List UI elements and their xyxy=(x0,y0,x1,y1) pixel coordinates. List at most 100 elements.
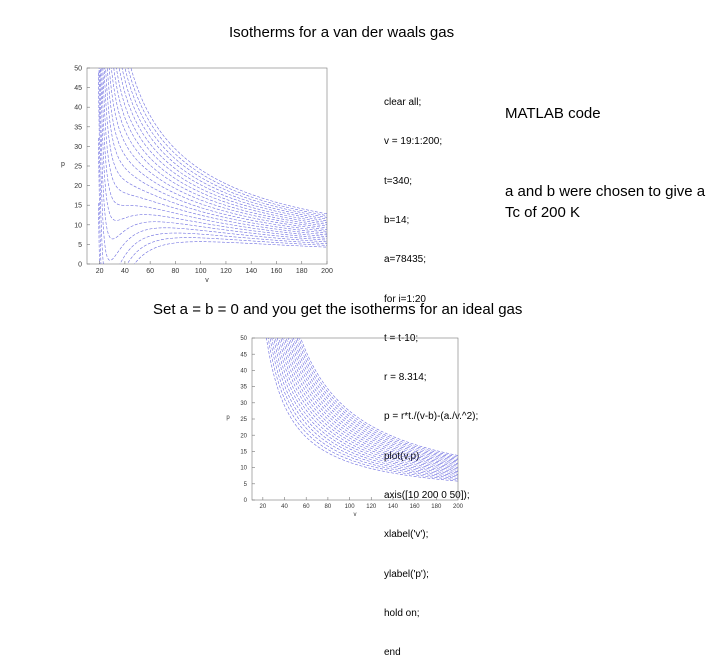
x-tick-label: 40 xyxy=(281,504,288,510)
x-tick-label: 100 xyxy=(195,268,207,275)
matlab-code-label: MATLAB code xyxy=(505,105,601,122)
y-tick-label: 0 xyxy=(78,261,82,268)
y-tick-label: 45 xyxy=(240,352,247,358)
isotherm-line xyxy=(121,68,327,220)
isotherm-line xyxy=(118,68,327,222)
isotherm-line xyxy=(291,338,458,463)
isotherm-line xyxy=(296,338,458,459)
y-tick-label: 50 xyxy=(74,65,82,72)
isotherm-line xyxy=(108,68,327,229)
code-line: v = 19:1:200; xyxy=(384,136,443,148)
vdw-isotherms-chart: 20 40 60 80 100 120 140 160 180 200 0 5 10 15 20 25 30 35… xyxy=(61,65,333,284)
x-tick-label: 140 xyxy=(388,504,399,510)
tc-note: a and b were chosen to give a Tc of 200 … xyxy=(505,183,706,221)
code-line: clear all; xyxy=(384,97,422,109)
y-tick-label: 35 xyxy=(240,385,247,391)
isotherm-group xyxy=(98,68,327,264)
isotherm-line xyxy=(106,68,327,230)
code-line: hold on; xyxy=(384,607,420,619)
code-line: ylabel('p'); xyxy=(384,568,429,580)
x-tick-label: 60 xyxy=(146,268,154,275)
x-tick-label: 160 xyxy=(410,504,421,510)
page-title: Isotherms for a van der waals gas xyxy=(229,24,455,41)
y-tick-label: 5 xyxy=(78,242,82,249)
x-tick-label: 200 xyxy=(321,268,333,275)
isotherm-line xyxy=(101,68,327,237)
x-tick-label: 160 xyxy=(271,268,283,275)
x-tick-label: 120 xyxy=(366,504,377,510)
isotherm-line xyxy=(267,338,458,481)
y-tick-label: 0 xyxy=(244,498,248,504)
isotherm-line xyxy=(289,338,458,464)
isotherm-group xyxy=(266,338,458,482)
y-tick-label: 10 xyxy=(240,466,247,472)
code-line: b=14; xyxy=(384,215,410,227)
x-tick-label: 120 xyxy=(220,268,232,275)
isotherm-line xyxy=(284,338,458,468)
isotherm-line xyxy=(105,68,327,232)
y-tick-label: 15 xyxy=(240,450,247,456)
y-axis-label: p xyxy=(61,161,65,168)
isotherm-line xyxy=(287,338,458,466)
x-axis-label: v xyxy=(205,277,209,284)
isotherm-line xyxy=(294,338,458,460)
isotherm-line xyxy=(99,68,327,241)
code-line: t=340; xyxy=(384,175,413,187)
code-line: t = t-10; xyxy=(384,332,419,344)
y-tick-label: 40 xyxy=(240,369,247,375)
isotherm-line xyxy=(300,338,458,456)
code-line: axis([10 200 0 50]); xyxy=(384,490,470,501)
code-line: end xyxy=(384,647,401,659)
y-tick-label: 30 xyxy=(74,144,82,151)
x-tick-label: 180 xyxy=(296,268,308,275)
code-line: a=78435; xyxy=(384,254,426,266)
code-line: for i=1:20 xyxy=(384,293,426,305)
isotherm-line xyxy=(266,338,458,482)
isotherm-line xyxy=(278,338,458,473)
code-line: p = r*t./(v-b)-(a./v.^2); xyxy=(384,411,479,423)
x-tick-label: 100 xyxy=(345,504,356,510)
y-tick-label: 45 xyxy=(74,85,82,92)
x-tick-label: 20 xyxy=(259,504,266,510)
isotherm-line xyxy=(280,338,458,471)
isotherm-line xyxy=(111,68,327,227)
isotherm-line xyxy=(273,338,458,477)
isotherm-line xyxy=(275,338,458,475)
y-tick-label: 50 xyxy=(240,336,247,342)
x-tick-label: 20 xyxy=(96,268,104,275)
x-axis-label: v xyxy=(354,512,357,518)
code-line: xlabel('v'); xyxy=(384,529,429,541)
isotherm-line xyxy=(282,338,458,470)
plot-frame xyxy=(251,337,459,501)
x-tick-label: 80 xyxy=(325,504,332,510)
ideal-gas-note: Set a = b = 0 and you get the isotherms … xyxy=(153,301,523,318)
code-line: r = 8.314; xyxy=(384,372,427,384)
isotherm-line xyxy=(271,338,458,478)
y-axis-label: p xyxy=(226,415,230,421)
code-line: plot(v,p) xyxy=(384,450,420,462)
isotherm-line xyxy=(102,68,327,236)
y-tick-label: 25 xyxy=(74,163,82,170)
isotherm-line xyxy=(293,338,458,462)
isotherm-line xyxy=(100,68,327,239)
y-tick-label: 15 xyxy=(74,203,82,210)
x-tick-label: 60 xyxy=(303,504,310,510)
ideal-gas-isotherms-chart: 20 40 60 80 100 120 140 160 180 200 0 5 10 15 20 25 30 35… xyxy=(226,336,464,518)
isotherm-line xyxy=(98,68,327,261)
isotherm-line xyxy=(298,338,458,458)
y-tick-label: 20 xyxy=(74,183,82,190)
y-tick-label: 10 xyxy=(74,222,82,229)
y-tick-label: 25 xyxy=(240,417,247,423)
y-tick-label: 30 xyxy=(240,401,247,407)
isotherm-line xyxy=(269,338,458,479)
isotherm-line xyxy=(285,338,458,467)
x-tick-label: 200 xyxy=(453,504,464,510)
isotherm-line xyxy=(276,338,458,474)
x-tick-label: 180 xyxy=(431,504,442,510)
isotherm-line xyxy=(103,68,327,234)
x-tick-label: 40 xyxy=(121,268,129,275)
x-tick-label: 140 xyxy=(245,268,257,275)
y-tick-label: 35 xyxy=(74,124,82,131)
isotherm-line xyxy=(98,203,327,264)
y-tick-label: 20 xyxy=(240,433,247,439)
